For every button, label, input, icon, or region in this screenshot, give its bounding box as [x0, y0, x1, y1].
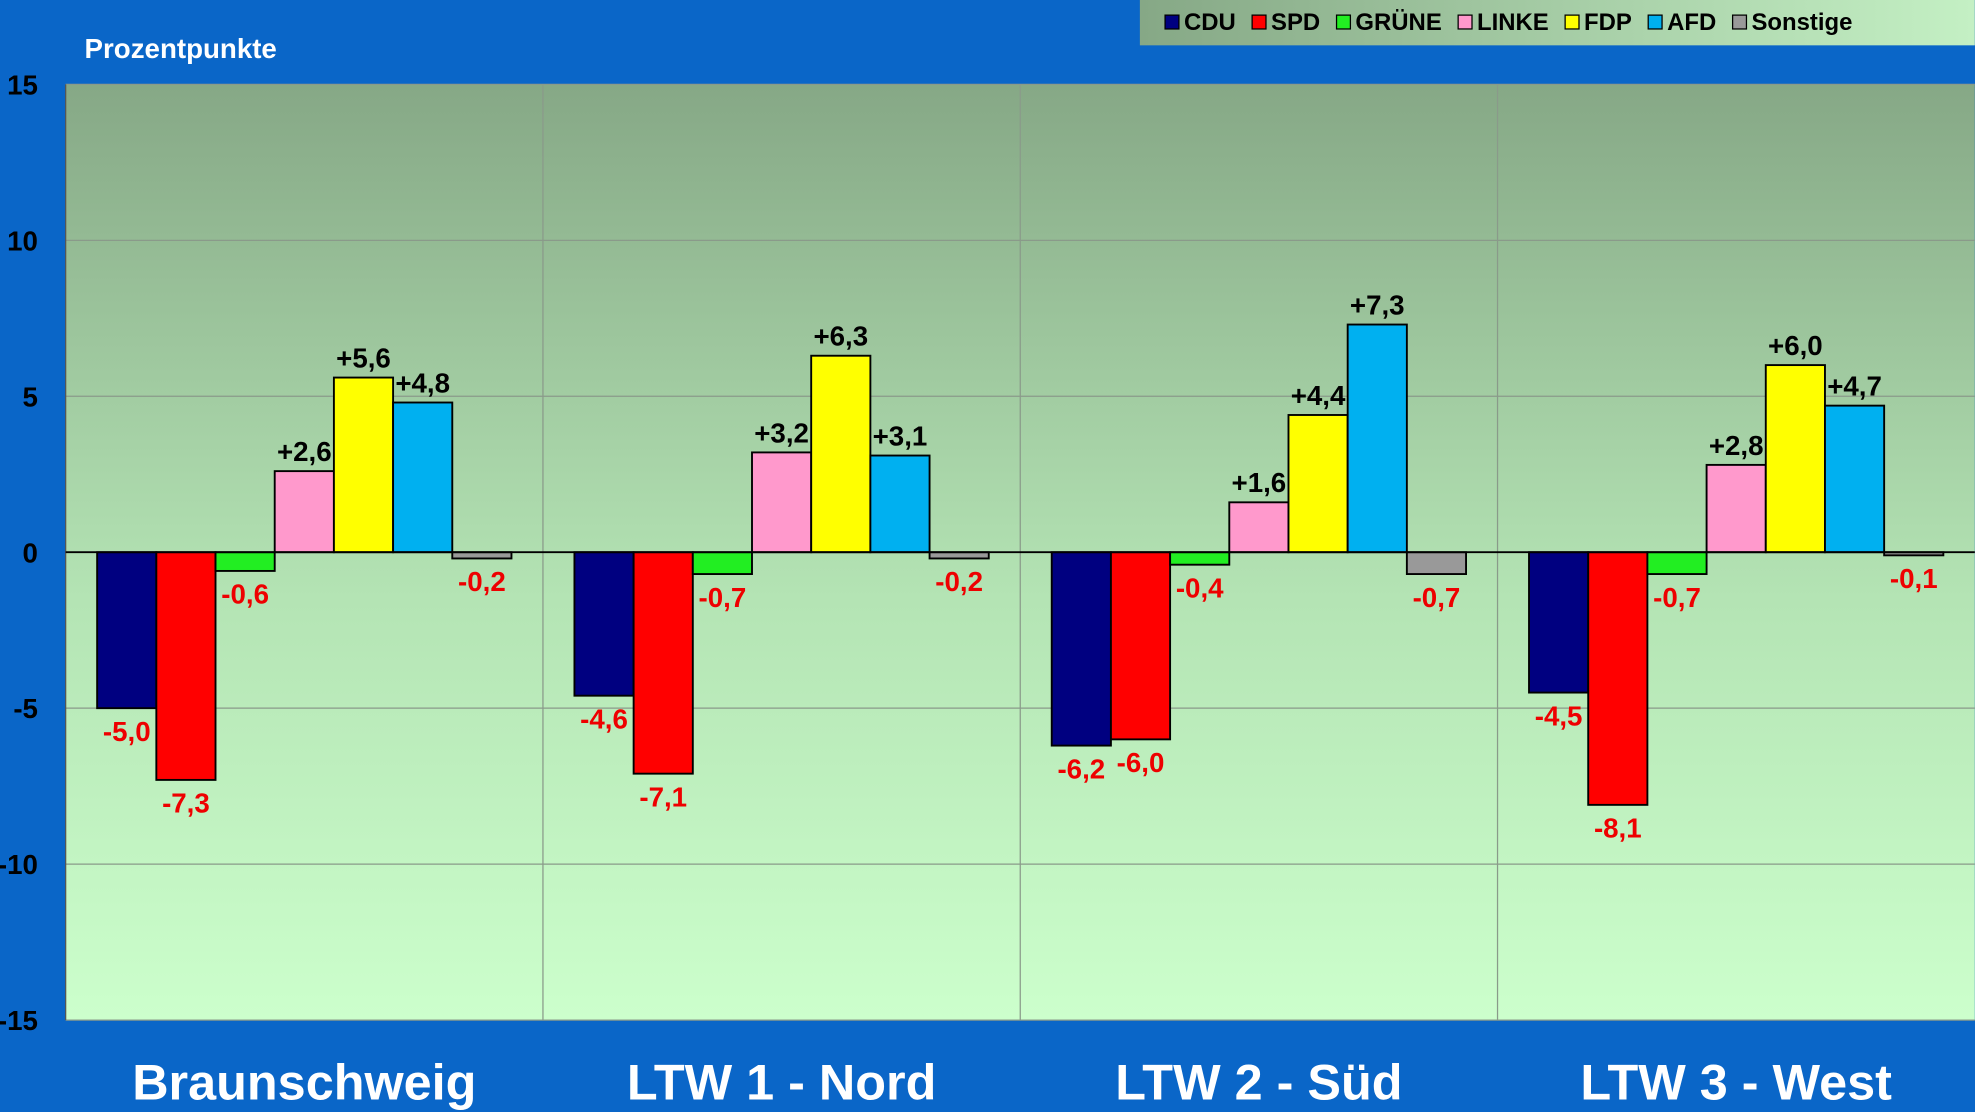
bar [632, 551, 694, 775]
bar [1705, 463, 1767, 554]
y-tick-label: 0 [23, 537, 38, 568]
bar [273, 470, 335, 554]
data-label: -0,1 [1890, 563, 1938, 594]
legend-label: Sonstige [1751, 9, 1852, 36]
x-tick-label: LTW 1 - Nord [627, 1053, 937, 1110]
legend-swatch [1564, 14, 1580, 30]
data-label: +5,6 [336, 342, 391, 373]
bar [1405, 551, 1467, 575]
bar [573, 551, 635, 697]
legend-label: FDP [1584, 9, 1632, 36]
data-label: +2,6 [277, 436, 332, 467]
legend-swatch [1251, 14, 1267, 30]
y-tick-label: -15 [0, 1005, 38, 1036]
data-label: -6,2 [1057, 753, 1105, 784]
data-label: -0,2 [458, 566, 506, 597]
bar [214, 551, 276, 572]
bar [1646, 551, 1708, 575]
data-label: -4,6 [580, 703, 628, 734]
x-tick-label: LTW 3 - West [1580, 1053, 1892, 1110]
legend-label: CDU [1184, 9, 1236, 36]
y-tick-label: -10 [0, 849, 38, 880]
legend-swatch [1164, 14, 1180, 30]
bar [751, 451, 813, 554]
bar [1587, 551, 1649, 806]
y-tick-label: 5 [23, 381, 38, 412]
y-tick-label: 15 [7, 69, 38, 100]
bar [1109, 551, 1172, 741]
data-label: -0,2 [935, 566, 983, 597]
data-label: +6,0 [1768, 330, 1823, 361]
data-label: -8,1 [1594, 813, 1642, 844]
bar [1050, 551, 1112, 747]
data-label: -7,3 [162, 788, 210, 819]
data-label: -5,0 [103, 716, 151, 747]
legend-label: LINKE [1477, 9, 1549, 36]
data-label: +6,3 [813, 321, 868, 352]
bar [1528, 551, 1590, 694]
bar [155, 551, 217, 781]
bar [392, 401, 454, 554]
data-label: +3,2 [754, 417, 809, 448]
x-tick-label: Braunschweig [132, 1053, 476, 1110]
data-label: +7,3 [1350, 289, 1405, 320]
data-label: -0,6 [221, 579, 269, 610]
legend-label: GRÜNE [1355, 9, 1441, 36]
legend-box [1139, 0, 1975, 46]
legend-swatch [1457, 14, 1473, 30]
legend-swatch [1335, 14, 1352, 30]
y-tick-label: -5 [13, 693, 38, 724]
y-tick-label: 10 [7, 225, 38, 256]
bar [1228, 501, 1290, 554]
subtitle: Prozentpunkte [85, 33, 277, 64]
data-label: -6,0 [1117, 747, 1165, 778]
legend-swatch [1731, 14, 1748, 30]
bar [1346, 323, 1408, 554]
legend-label: SPD [1271, 9, 1320, 36]
data-label: +3,1 [873, 420, 928, 451]
data-label: -0,7 [1413, 582, 1461, 613]
bar [1287, 414, 1349, 554]
data-label: -0,7 [1653, 582, 1701, 613]
data-label: +1,6 [1232, 467, 1287, 498]
bar [691, 551, 753, 575]
data-label: +2,8 [1709, 430, 1764, 461]
data-label: -0,4 [1176, 572, 1224, 603]
data-label: -4,5 [1535, 700, 1583, 731]
bar [1169, 551, 1231, 566]
legend-label: AFD [1667, 9, 1716, 36]
x-tick-label: LTW 2 - Süd [1115, 1053, 1402, 1110]
bar [1764, 364, 1826, 554]
data-label: +4,4 [1291, 380, 1346, 411]
data-label: -0,7 [699, 582, 747, 613]
bar [810, 354, 872, 554]
data-label: -7,1 [639, 781, 687, 812]
bar [332, 376, 395, 554]
legend-swatch [1647, 14, 1663, 30]
bar [869, 454, 931, 554]
bar [1824, 404, 1886, 554]
bar [96, 551, 158, 710]
data-label: +4,7 [1827, 371, 1882, 402]
data-label: +4,8 [395, 367, 450, 398]
